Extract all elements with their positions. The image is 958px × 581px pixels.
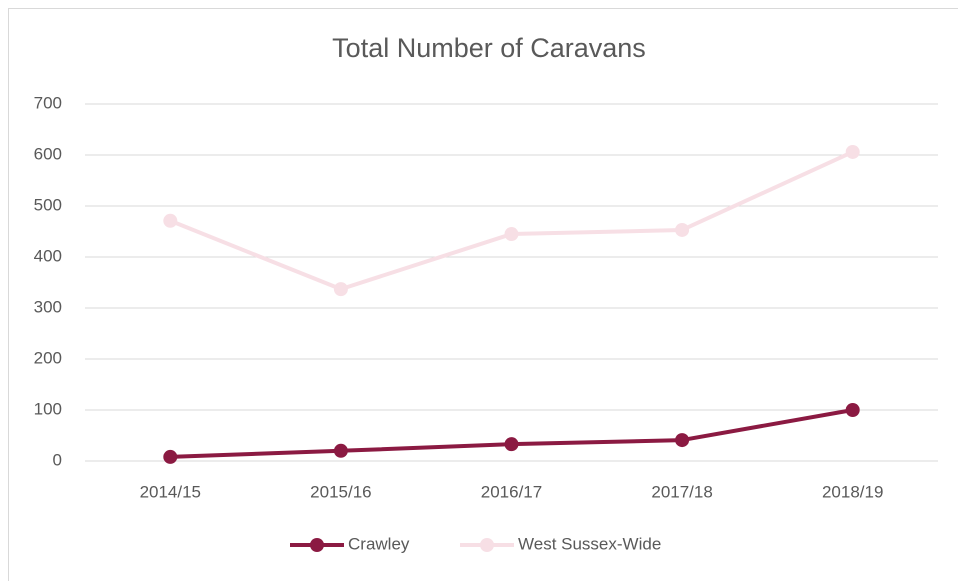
y-tick-label: 600	[34, 144, 62, 163]
point	[845, 144, 860, 159]
legend-marker	[480, 538, 494, 552]
point	[675, 222, 690, 237]
x-tick-label: 2018/19	[822, 482, 883, 501]
y-tick-label: 0	[53, 450, 62, 469]
chart-title: Total Number of Caravans	[332, 33, 646, 63]
y-tick-label: 200	[34, 348, 62, 367]
x-tick-label: 2017/18	[651, 482, 712, 501]
y-tick-label: 400	[34, 246, 62, 265]
point	[845, 403, 860, 417]
legend-marker	[310, 538, 324, 552]
point	[504, 227, 519, 242]
x-tick-label: 2014/15	[140, 482, 201, 501]
x-tick-label: 2015/16	[310, 482, 371, 501]
y-tick-label: 500	[34, 195, 62, 214]
legend-label: West Sussex-Wide	[518, 534, 661, 553]
point	[333, 443, 348, 458]
legend-label: Crawley	[348, 534, 410, 553]
y-tick-label: 300	[34, 297, 62, 316]
point	[163, 213, 178, 228]
x-tick-label: 2016/17	[481, 482, 542, 501]
point	[675, 433, 690, 448]
point	[163, 449, 178, 464]
point	[504, 437, 519, 452]
y-tick-label: 700	[34, 93, 62, 112]
point	[333, 282, 348, 297]
y-tick-label: 100	[34, 399, 62, 418]
